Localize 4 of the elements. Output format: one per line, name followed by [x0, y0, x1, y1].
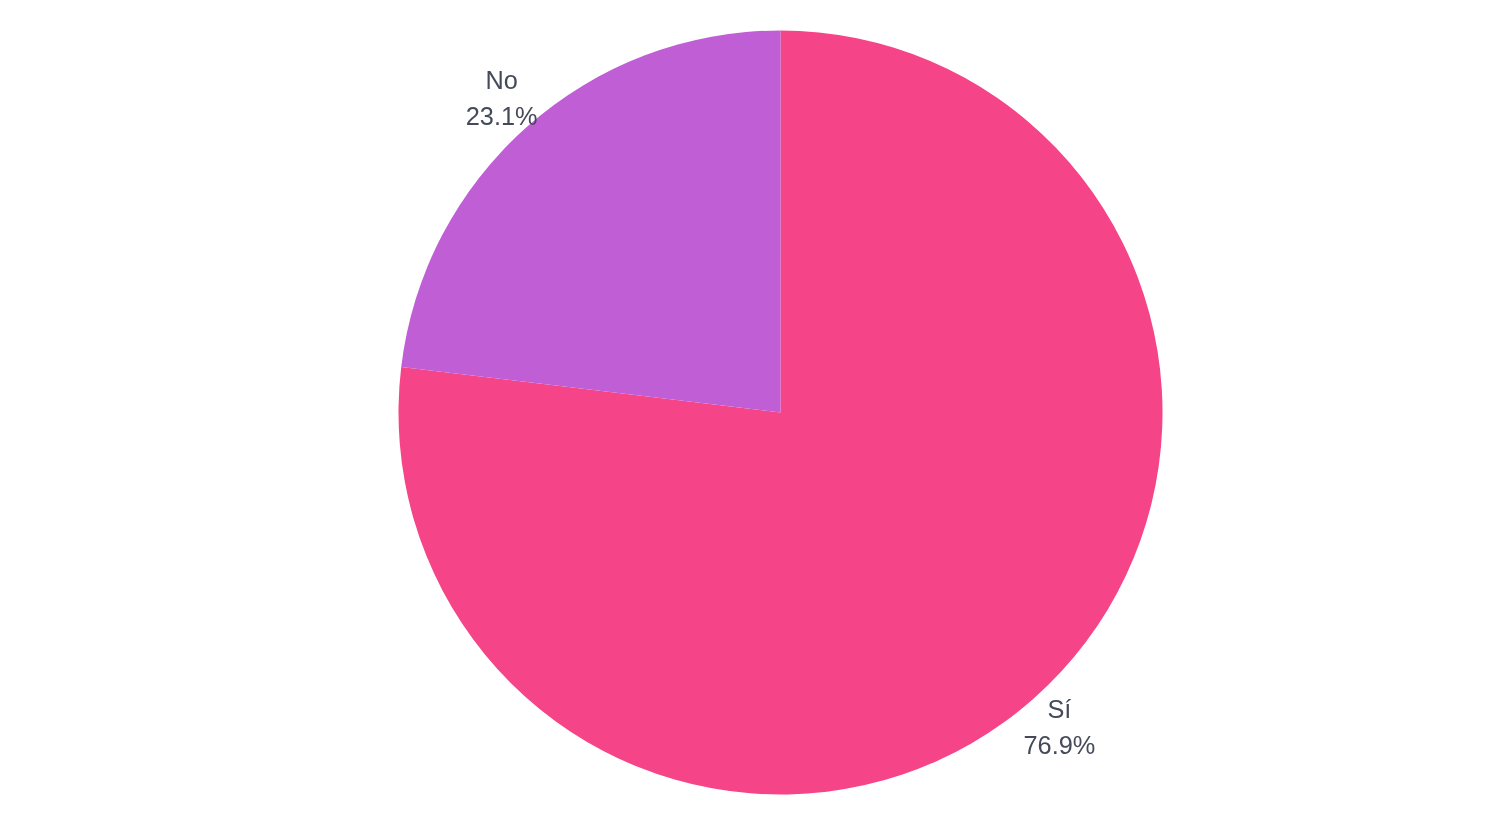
slice-label: No — [485, 66, 518, 95]
slice-label: Sí — [1047, 695, 1072, 723]
data-label: 23.1% — [465, 102, 538, 130]
data-label: 76.9% — [1023, 730, 1096, 759]
